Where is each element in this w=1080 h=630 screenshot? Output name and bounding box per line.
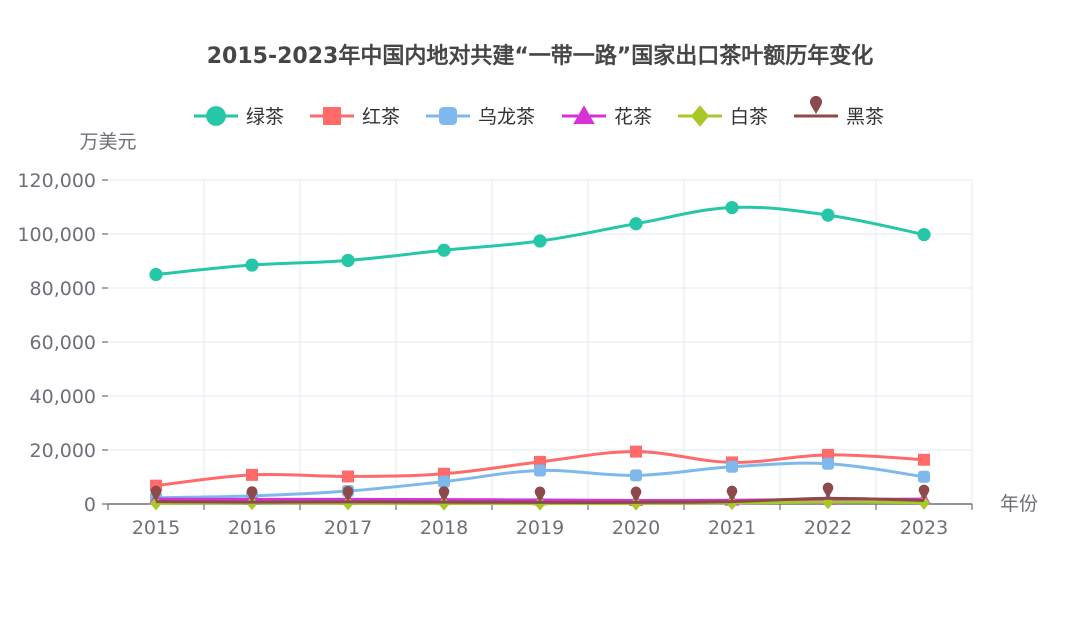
data-point: [438, 486, 450, 503]
data-point: [246, 486, 258, 503]
data-point: [534, 464, 546, 477]
x-tick-label: 2023: [900, 517, 948, 539]
legend-symbol: [691, 105, 709, 127]
data-point: [822, 457, 834, 470]
data-point: [917, 227, 931, 242]
series-6: [150, 482, 930, 504]
legend-item-4[interactable]: 花茶: [562, 105, 652, 128]
x-tick-label: 2015: [132, 517, 180, 539]
y-tick-label: 120,000: [17, 170, 96, 192]
data-point: [341, 253, 355, 268]
data-point: [534, 486, 546, 503]
grid: [108, 179, 973, 504]
y-tick-label: 20,000: [30, 440, 96, 462]
y-tick-label: 100,000: [17, 224, 96, 246]
legend-symbol: [809, 95, 823, 114]
y-tick-label: 60,000: [30, 332, 96, 354]
data-point: [630, 445, 642, 458]
y-tick-label: 80,000: [30, 278, 96, 300]
legend-item-2[interactable]: 红茶: [310, 106, 400, 128]
x-tick-label: 2020: [612, 517, 660, 539]
legend-label: 花茶: [614, 106, 652, 128]
data-point: [149, 267, 163, 282]
legend-label: 乌龙茶: [478, 106, 535, 128]
x-tick-label: 2018: [420, 517, 468, 539]
legend-label: 黑茶: [846, 106, 884, 128]
data-point: [245, 258, 259, 272]
data-point: [630, 469, 642, 482]
data-point: [726, 485, 738, 502]
legend-symbol: [323, 107, 341, 125]
data-point: [630, 486, 642, 503]
legend-symbol: [206, 106, 226, 126]
x-tick-label: 2019: [516, 517, 564, 539]
legend-item-1[interactable]: 绿茶: [194, 106, 284, 128]
data-point: [918, 453, 930, 466]
y-tick-label: 0: [84, 494, 96, 516]
legend-item-5[interactable]: 白茶: [678, 105, 768, 128]
series-layer: [148, 200, 932, 511]
x-tick-label: 2017: [324, 517, 372, 539]
data-point: [150, 495, 162, 511]
legend-symbol: [439, 107, 457, 125]
data-point: [438, 475, 450, 488]
data-point: [725, 200, 739, 215]
data-point: [342, 470, 354, 483]
legend-label: 绿茶: [246, 106, 284, 128]
chart-title: 2015-2023年中国内地对共建“一带一路”国家出口茶叶额历年变化: [207, 43, 874, 69]
series-1: [149, 200, 931, 282]
y-axis-label: 万美元: [79, 131, 136, 153]
data-point: [726, 460, 738, 473]
legend-item-6[interactable]: 黑茶: [794, 95, 884, 128]
x-axis-label: 年份: [1000, 493, 1038, 515]
legend-item-3[interactable]: 乌龙茶: [426, 106, 535, 128]
legend-symbol: [573, 105, 595, 125]
y-tick-label: 40,000: [30, 386, 96, 408]
x-tick-label: 2022: [804, 517, 852, 539]
data-point: [822, 482, 834, 499]
data-point: [533, 234, 547, 248]
data-point: [150, 485, 162, 502]
data-point: [629, 217, 643, 231]
data-point: [821, 208, 835, 222]
data-point: [437, 243, 451, 257]
data-point: [246, 468, 258, 481]
data-point: [918, 484, 930, 501]
legend-label: 红茶: [362, 106, 400, 128]
x-tick-label: 2021: [708, 517, 756, 539]
data-point: [342, 485, 354, 502]
x-tick-label: 2016: [228, 517, 276, 539]
data-point: [918, 470, 930, 483]
legend[interactable]: 绿茶 红茶 乌龙茶 花茶 白茶 黑茶: [194, 95, 884, 128]
legend-label: 白茶: [730, 106, 768, 128]
